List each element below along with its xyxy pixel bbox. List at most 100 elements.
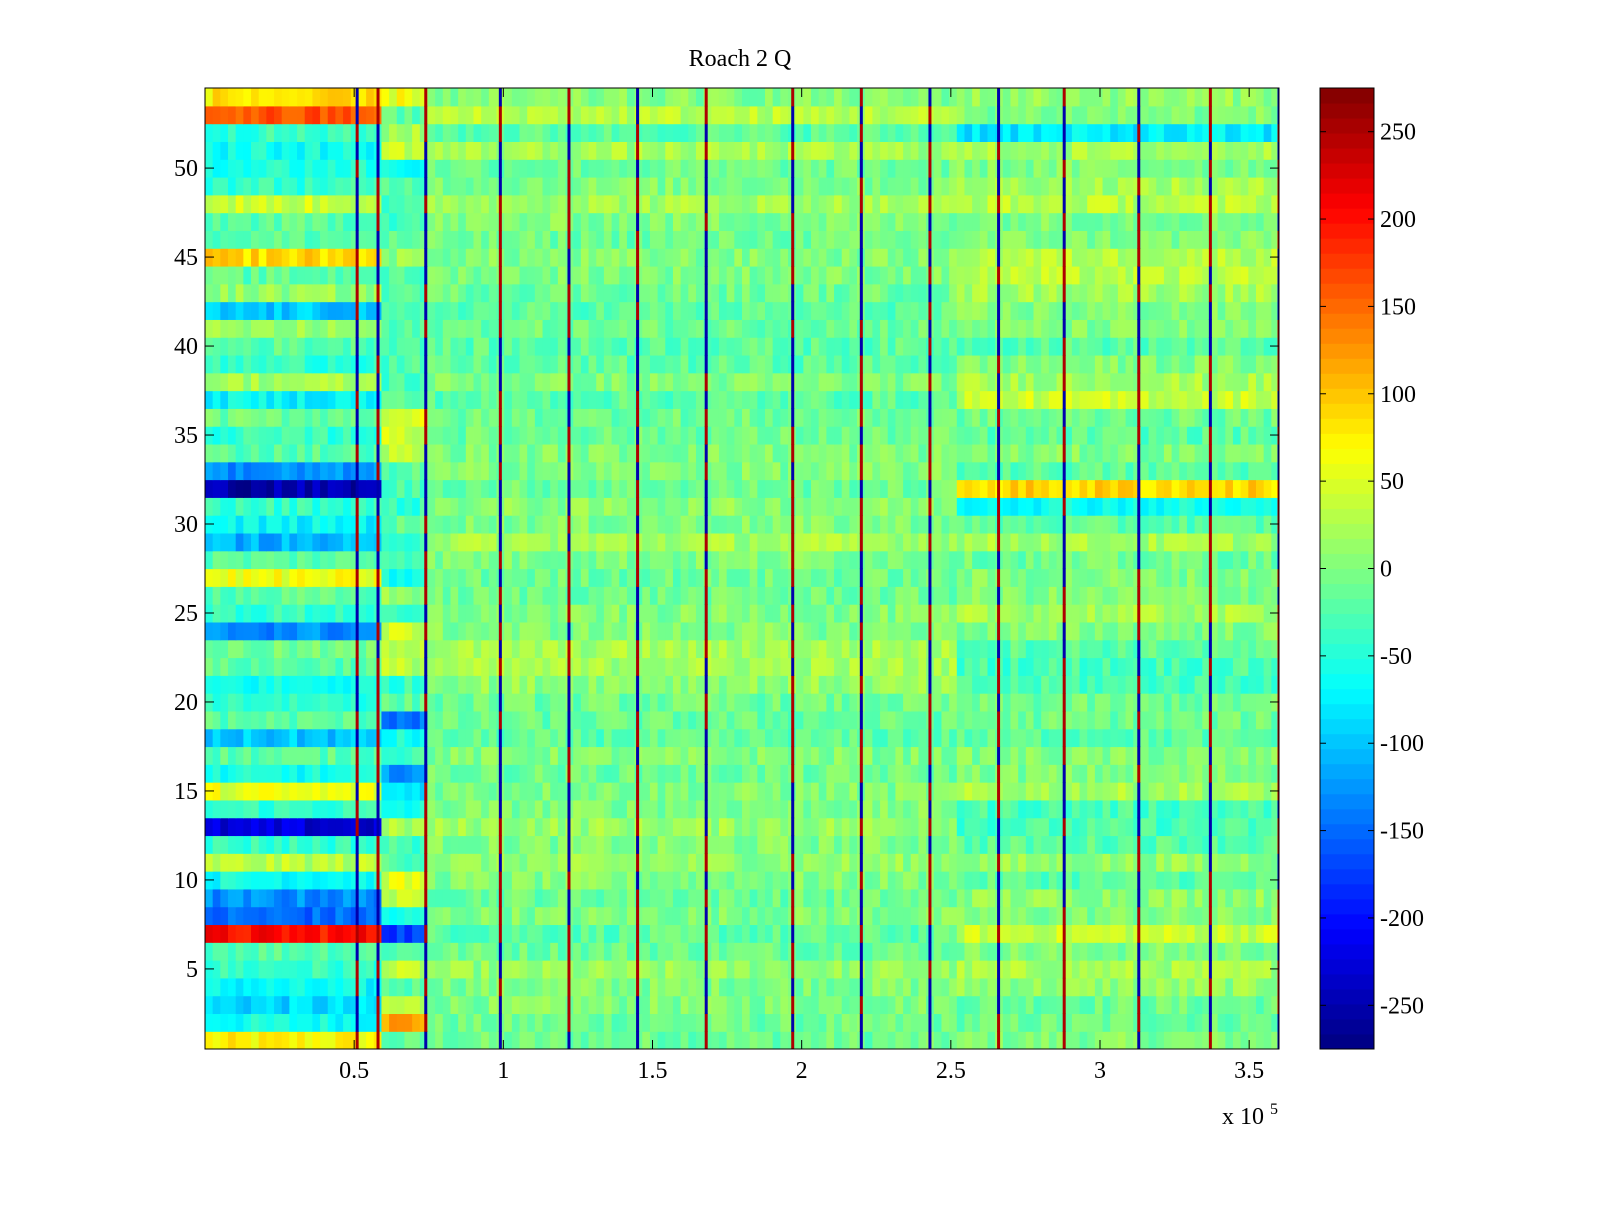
heatmap-cell [803,799,812,819]
heatmap-cell [243,977,252,997]
heatmap-cell [481,479,490,498]
heatmap-cell [511,604,521,623]
heatmap-cell [1248,799,1257,819]
heatmap-cell [1179,728,1188,748]
heatmap-cell [366,977,375,997]
heatmap-cell [542,586,551,605]
heatmap-cell [557,924,567,943]
heatmap-cell [1263,960,1272,979]
heatmap-cell [557,586,567,605]
heatmap-cell [1071,604,1081,623]
heatmap-cell [887,960,897,979]
heatmap-cell [611,995,620,1015]
heatmap-cell [1041,621,1050,641]
heatmap-cell [956,515,966,534]
heatmap-cell [826,621,835,641]
heatmap-cell [358,443,367,463]
heatmap-cell [435,710,444,730]
heatmap-cell [1041,764,1050,783]
heatmap-cell [473,621,482,641]
heatmap-cell [1255,1013,1265,1032]
heatmap-cell [220,586,229,605]
heatmap-cell [826,532,835,552]
heatmap-cell [1048,532,1058,552]
heatmap-cell [557,799,567,819]
heatmap-cell [803,764,812,783]
heatmap-cell [1171,710,1180,730]
heatmap-cell [350,497,360,516]
heatmap-cell [550,1013,559,1032]
heatmap-cell [580,515,590,534]
heatmap-cell [964,550,973,570]
heatmap-cell [918,995,927,1015]
heatmap-cell [281,871,290,890]
heatmap-cell [795,497,804,516]
heatmap-cell [550,461,559,481]
heatmap-cell [366,515,375,534]
heatmap-cell [212,657,221,676]
heatmap-cell [427,443,436,463]
heatmap-cell [987,871,996,890]
heatmap-cell [933,550,943,570]
heatmap-cell [504,906,513,926]
heatmap-cell [780,799,789,819]
heatmap-cell [335,532,344,552]
heatmap-cell [826,461,835,481]
heatmap-cell [1064,639,1073,659]
heatmap-cell [1002,586,1012,605]
heatmap-cell [588,942,597,961]
heatmap-cell [596,817,605,837]
heatmap-cell [803,408,812,427]
heatmap-cell [327,621,337,641]
heatmap-cell [327,461,337,481]
heatmap-cell [481,746,490,765]
heatmap-cell [695,871,705,890]
heatmap-cell [266,782,275,801]
heatmap-cell [596,710,605,730]
heatmap-cell [1033,657,1042,676]
heatmap-cell [596,1013,605,1032]
heatmap-cell [1110,443,1119,463]
heatmap-cell [757,568,766,587]
heatmap-cell [834,586,843,605]
heatmap-cell [1217,710,1226,730]
heatmap-cell [404,942,413,961]
heatmap-cell [1033,461,1042,481]
heatmap-cell [734,764,743,783]
heatmap-cell [1056,1031,1065,1049]
heatmap-cell [933,799,943,819]
heatmap-cell [596,657,605,676]
heatmap-cell [235,1031,244,1049]
heatmap-cell [235,799,244,819]
heatmap-cell [212,515,221,534]
heatmap-cell [350,461,360,481]
heatmap-cell [1186,621,1196,641]
heatmap-cell [742,960,751,979]
heatmap-cell [864,408,874,427]
heatmap-cell [1010,817,1019,837]
heatmap-cell [895,497,904,516]
heatmap-cell [949,764,958,783]
heatmap-cell [880,888,889,908]
heatmap-cell [389,568,398,587]
heatmap-cell [749,799,758,819]
heatmap-cell [1064,888,1073,908]
heatmap-cell [358,693,367,712]
heatmap-cell [281,853,290,872]
heatmap-cell [580,586,590,605]
heatmap-cell [427,657,436,676]
heatmap-cell [381,426,390,445]
heatmap-cell [366,621,375,641]
heatmap-cell [780,835,789,854]
heatmap-cell [711,1031,720,1049]
heatmap-cell [1209,532,1219,552]
heatmap-cell [527,532,536,552]
heatmap-cell [718,888,728,908]
heatmap-cell [366,1031,375,1049]
heatmap-cell [1002,871,1012,890]
heatmap-cell [1171,977,1180,997]
heatmap-cell [320,604,329,623]
heatmap-cell [895,817,904,837]
heatmap-cell [427,408,436,427]
heatmap-cell [312,817,321,837]
